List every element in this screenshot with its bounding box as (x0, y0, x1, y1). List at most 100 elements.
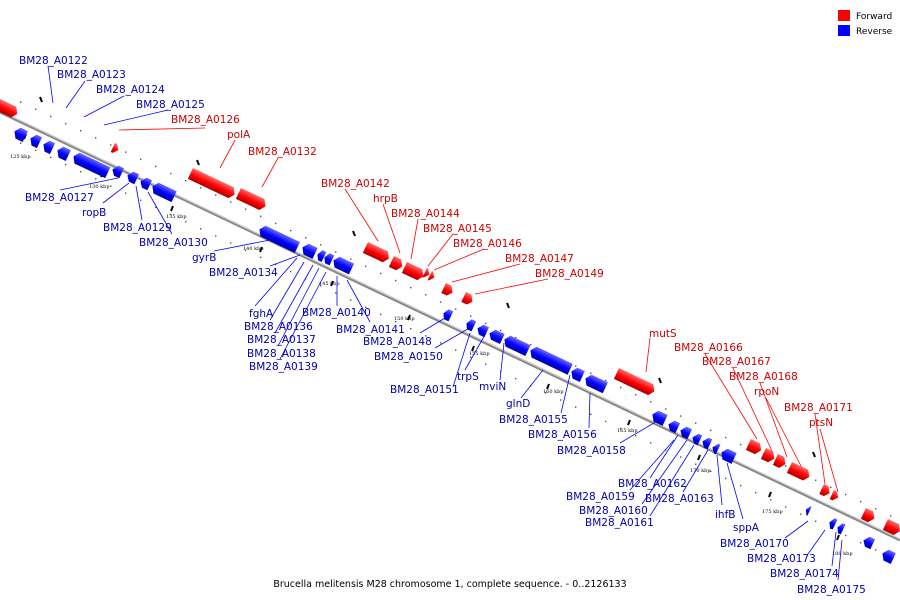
gene-forward[interactable] (760, 448, 777, 464)
gene-label-reverse[interactable]: BM28_A0159 (566, 491, 635, 503)
gene-label-reverse[interactable]: BM28_A0137 (247, 334, 316, 346)
gene-forward[interactable] (427, 271, 437, 282)
gene-label-reverse[interactable]: ropB (82, 207, 106, 219)
gene-label-reverse[interactable]: BM28_A0161 (585, 517, 654, 529)
gene-reverse[interactable] (700, 436, 713, 450)
gene-label-forward[interactable]: BM28_A0166 (674, 342, 743, 354)
gene-label-reverse[interactable]: BM28_A0129 (103, 222, 172, 234)
gene-label-reverse[interactable]: fghA (249, 308, 274, 320)
gene-forward[interactable] (187, 168, 237, 200)
gene-reverse[interactable] (502, 334, 531, 356)
gene-forward[interactable] (745, 439, 764, 456)
gene-reverse[interactable] (719, 447, 737, 464)
gene-label-reverse[interactable]: BM28_A0162 (618, 478, 687, 490)
gene-reverse[interactable] (827, 517, 838, 530)
gene-forward[interactable] (461, 292, 475, 306)
gene-reverse[interactable] (475, 323, 490, 338)
gene-label-forward[interactable]: ptsN (809, 417, 833, 429)
gene-label-forward[interactable]: BM28_A0147 (505, 253, 574, 265)
gene-forward[interactable] (786, 462, 812, 482)
gene-reverse[interactable] (690, 432, 703, 446)
gene-label-reverse[interactable]: ihfB (715, 509, 735, 521)
gene-label-forward[interactable]: BM28_A0144 (391, 208, 460, 220)
gene-reverse[interactable] (41, 139, 56, 155)
gene-label-forward[interactable]: BM28_A0126 (171, 114, 240, 126)
gene-label-reverse[interactable]: glnD (506, 398, 530, 410)
gene-reverse[interactable] (28, 133, 43, 149)
gene-forward[interactable] (772, 454, 788, 470)
gene-forward[interactable] (0, 99, 20, 119)
gene-forward[interactable] (388, 256, 405, 272)
gene-forward[interactable] (422, 268, 432, 279)
gene-label-reverse[interactable]: BM28_A0173 (747, 553, 816, 565)
gene-reverse[interactable] (861, 535, 876, 550)
gene-label-reverse[interactable]: BM28_A0125 (136, 99, 205, 111)
gene-label-forward[interactable]: BM28_A0132 (248, 146, 317, 158)
gene-label-reverse[interactable]: BM28_A0127 (25, 192, 94, 204)
gene-forward[interactable] (401, 262, 426, 282)
gene-label-forward[interactable]: hrpB (373, 193, 398, 205)
gene-forward[interactable] (882, 519, 900, 537)
gene-label-forward[interactable]: BM28_A0142 (321, 178, 390, 190)
gene-label-reverse[interactable]: BM28_A0170 (720, 538, 789, 550)
gene-reverse[interactable] (150, 181, 177, 203)
gene-reverse[interactable] (315, 249, 327, 262)
gene-reverse[interactable] (125, 170, 140, 185)
gene-label-reverse[interactable]: BM28_A0175 (797, 584, 866, 596)
gene-reverse[interactable] (300, 242, 318, 259)
gene-reverse[interactable] (650, 409, 668, 426)
gene-label-forward[interactable]: BM28_A0168 (729, 371, 798, 383)
gene-label-reverse[interactable]: BM28_A0148 (363, 336, 432, 348)
gene-label-reverse[interactable]: BM28_A0140 (302, 307, 371, 319)
gene-forward[interactable] (829, 490, 841, 502)
gene-reverse[interactable] (71, 151, 111, 179)
gene-label-reverse[interactable]: BM28_A0122 (19, 55, 88, 67)
gene-reverse[interactable] (666, 419, 681, 434)
gene-reverse[interactable] (110, 164, 125, 179)
gene-reverse[interactable] (678, 425, 693, 440)
gene-label-reverse[interactable]: sppA (733, 522, 760, 534)
gene-label-forward[interactable]: mutS (649, 328, 677, 340)
gene-forward[interactable] (860, 508, 877, 524)
gene-reverse[interactable] (880, 548, 896, 564)
gene-label-reverse[interactable]: BM28_A0150 (374, 351, 443, 363)
gene-label-reverse[interactable]: BM28_A0130 (139, 237, 208, 249)
gene-label-reverse[interactable]: BM28_A0151 (390, 384, 459, 396)
gene-reverse[interactable] (710, 442, 721, 455)
gene-forward[interactable] (613, 368, 657, 397)
gene-forward[interactable] (441, 283, 455, 297)
gene-label-reverse[interactable]: BM28_A0124 (96, 84, 165, 96)
gene-reverse[interactable] (55, 145, 71, 161)
gene-label-forward[interactable]: BM28_A0167 (702, 356, 771, 368)
gene-label-forward[interactable]: BM28_A0145 (423, 223, 492, 235)
gene-reverse[interactable] (331, 255, 355, 275)
gene-label-reverse[interactable]: BM28_A0136 (244, 321, 313, 333)
gene-forward[interactable] (110, 143, 121, 155)
gene-label-reverse[interactable]: BM28_A0156 (528, 429, 597, 441)
gene-label-reverse[interactable]: BM28_A0160 (579, 505, 648, 517)
gene-reverse[interactable] (464, 318, 477, 332)
gene-reverse[interactable] (12, 126, 28, 142)
gene-label-reverse[interactable]: BM28_A0123 (57, 69, 126, 81)
gene-reverse[interactable] (583, 373, 608, 394)
gene-reverse[interactable] (322, 252, 335, 266)
gene-reverse[interactable] (528, 345, 573, 375)
gene-label-reverse[interactable]: BM28_A0158 (557, 445, 626, 457)
gene-label-reverse[interactable]: BM28_A0155 (499, 414, 568, 426)
gene-reverse[interactable] (441, 308, 454, 322)
gene-label-forward[interactable]: BM28_A0149 (535, 268, 604, 280)
gene-label-forward[interactable]: BM28_A0146 (453, 238, 522, 250)
gene-forward[interactable] (819, 484, 832, 498)
gene-reverse[interactable] (487, 328, 505, 344)
gene-forward[interactable] (362, 242, 392, 264)
gene-label-forward[interactable]: BM28_A0171 (784, 402, 853, 414)
gene-reverse[interactable] (138, 176, 153, 191)
gene-label-reverse[interactable]: BM28_A0141 (336, 324, 405, 336)
gene-reverse[interactable] (804, 505, 812, 516)
gene-label-reverse[interactable]: gyrB (192, 252, 216, 264)
gene-label-reverse[interactable]: mviN (479, 381, 506, 393)
gene-reverse[interactable] (835, 522, 846, 535)
gene-label-reverse[interactable]: trpS (457, 371, 479, 383)
gene-label-reverse[interactable]: BM28_A0174 (770, 568, 839, 580)
gene-label-reverse[interactable]: BM28_A0139 (249, 361, 318, 373)
